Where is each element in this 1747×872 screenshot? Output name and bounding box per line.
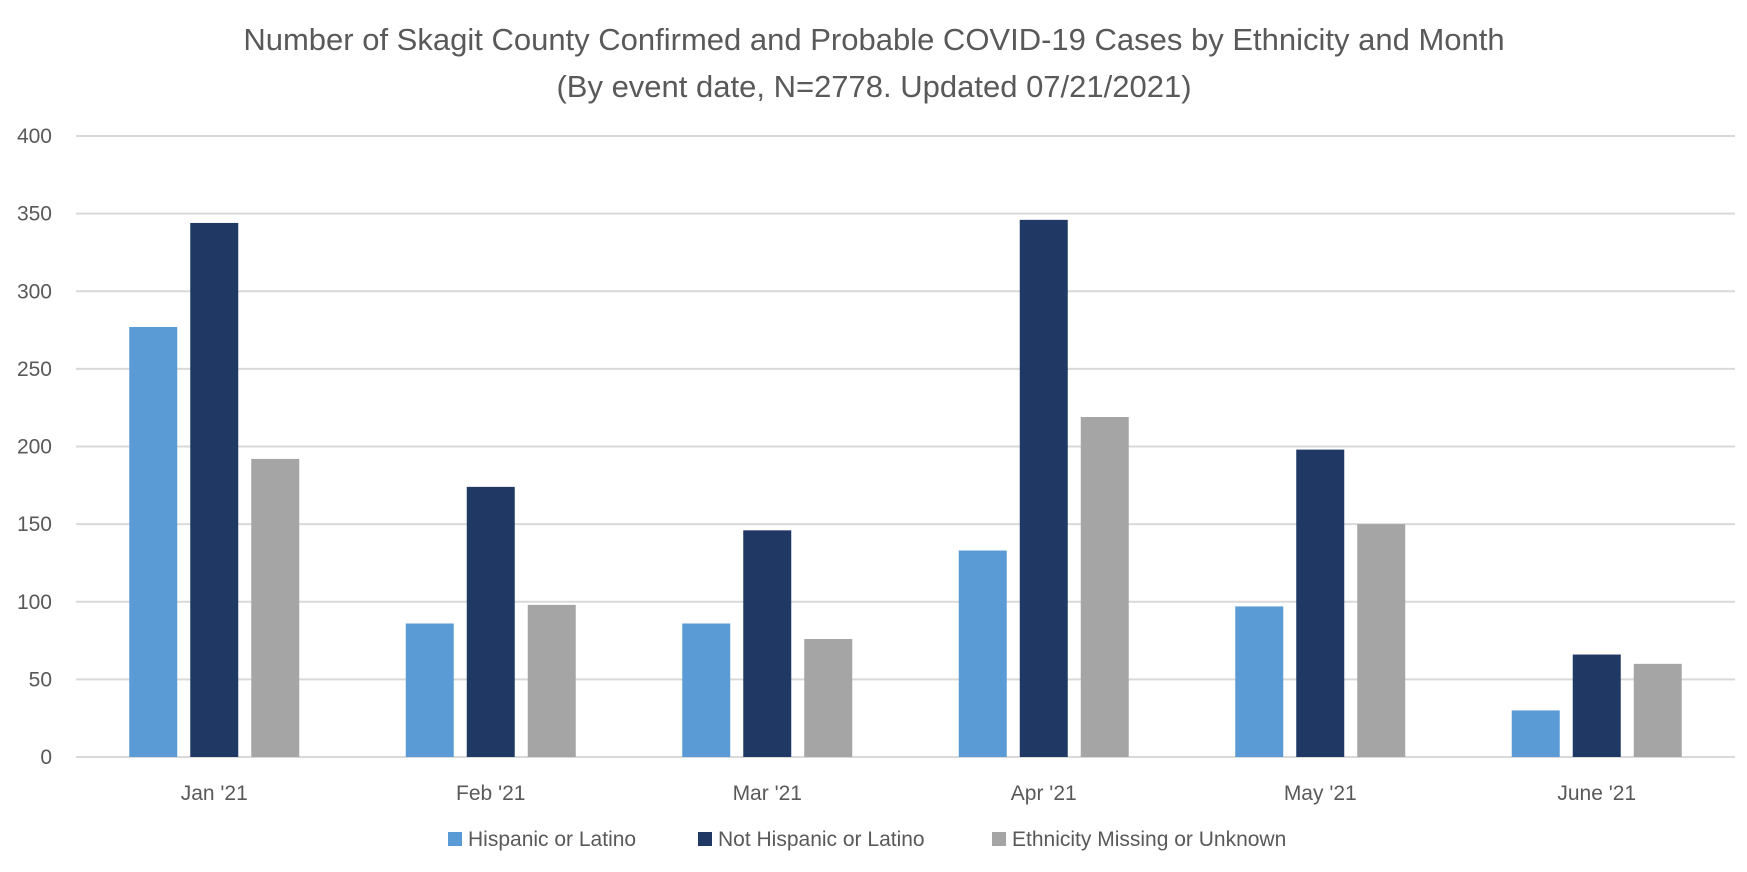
chart-title: Number of Skagit County Confirmed and Pr… [243, 22, 1504, 57]
y-tick-label: 400 [17, 125, 52, 148]
legend-swatch [448, 832, 462, 846]
bar-not-hispanic-or-latino-2 [743, 530, 792, 757]
bar-ethnicity-missing-or-unknown-0 [251, 458, 300, 757]
x-tick-label: Feb '21 [456, 782, 525, 805]
bar-hispanic-or-latino-3 [958, 550, 1007, 757]
bar-not-hispanic-or-latino-3 [1019, 219, 1068, 757]
chart-subtitle: (By event date, N=2778. Updated 07/21/20… [556, 69, 1191, 104]
bar-ethnicity-missing-or-unknown-4 [1357, 524, 1406, 757]
bar-not-hispanic-or-latino-1 [466, 486, 515, 757]
x-tick-label: Jan '21 [181, 782, 248, 805]
bar-ethnicity-missing-or-unknown-2 [804, 639, 853, 757]
x-tick-label: June '21 [1557, 782, 1636, 805]
y-tick-label: 100 [17, 591, 52, 614]
y-tick-label: 300 [17, 280, 52, 303]
y-tick-label: 250 [17, 358, 52, 381]
y-axis-ticks: 0 50 100 150 200 250 300 350 400 [17, 125, 52, 769]
x-tick-label: May '21 [1284, 782, 1357, 805]
bar-not-hispanic-or-latino-5 [1572, 654, 1621, 757]
bar-hispanic-or-latino-0 [129, 326, 178, 757]
y-tick-label: 150 [17, 513, 52, 536]
bar-not-hispanic-or-latino-0 [190, 222, 239, 757]
bar-not-hispanic-or-latino-4 [1296, 449, 1345, 757]
bar-ethnicity-missing-or-unknown-1 [527, 604, 576, 757]
bar-hispanic-or-latino-2 [682, 623, 731, 757]
legend-label: Not Hispanic or Latino [718, 828, 925, 851]
bar-hispanic-or-latino-1 [405, 623, 454, 757]
bar-hispanic-or-latino-4 [1235, 606, 1284, 757]
legend-swatch [698, 832, 712, 846]
bar-hispanic-or-latino-5 [1511, 710, 1560, 757]
bar-ethnicity-missing-or-unknown-5 [1633, 663, 1682, 757]
legend-swatch [992, 832, 1006, 846]
bar-ethnicity-missing-or-unknown-3 [1080, 417, 1129, 757]
x-tick-label: Mar '21 [733, 782, 802, 805]
y-tick-label: 350 [17, 203, 52, 226]
gridlines [76, 135, 1735, 758]
legend: Hispanic or Latino Not Hispanic or Latino… [448, 828, 1286, 851]
bars [129, 219, 1682, 757]
x-axis-ticks: Jan '21 Feb '21 Mar '21 Apr '21 May '21 June … [181, 782, 1636, 805]
y-tick-label: 200 [17, 436, 52, 459]
legend-label: Hispanic or Latino [468, 828, 636, 851]
x-tick-label: Apr '21 [1011, 782, 1077, 805]
legend-label: Ethnicity Missing or Unknown [1012, 828, 1286, 851]
y-tick-label: 50 [29, 668, 52, 691]
y-tick-label: 0 [40, 746, 52, 769]
